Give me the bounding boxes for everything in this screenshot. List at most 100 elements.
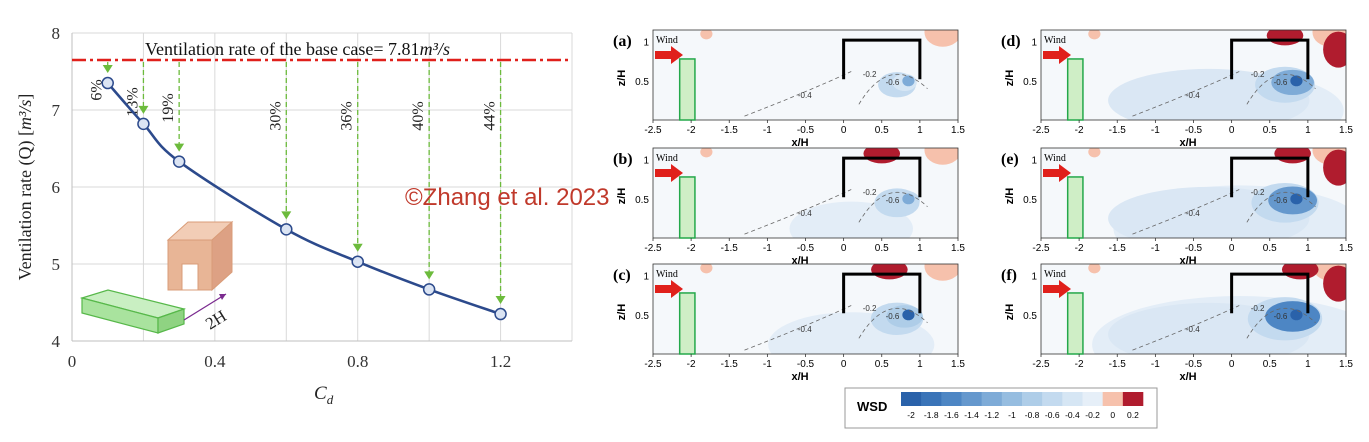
vortex-center <box>1290 193 1303 205</box>
contour-label: -0.4 <box>798 91 812 100</box>
distance-arrow-head <box>219 294 226 300</box>
x-tick-label: 0.5 <box>1263 359 1277 370</box>
colorbar-tick-label: -2 <box>907 410 915 420</box>
contour-line <box>858 73 928 105</box>
x-tick-label: 0 <box>841 125 847 136</box>
panel-label: (b) <box>613 151 633 168</box>
strong-positive-zone <box>863 148 901 164</box>
colorbar-tick-label: 0 <box>1110 410 1115 420</box>
x-tick-label: 0 <box>1229 359 1235 370</box>
contour-label: -0.2 <box>1251 304 1265 313</box>
x-tick-label: 1.5 <box>1339 359 1353 370</box>
positive-zone-small <box>700 148 713 158</box>
building-outline <box>842 156 922 198</box>
positive-zone <box>924 148 958 165</box>
x-tick-label: -2.5 <box>644 125 662 136</box>
colorbar-tick-label: -0.6 <box>1045 410 1060 420</box>
strong-positive-zone-right <box>1323 31 1346 68</box>
panel-background <box>653 30 958 120</box>
x-tick-label: -1 <box>763 359 772 370</box>
colorbar-tick-label: -1 <box>1008 410 1016 420</box>
y-axis-label: Ventilation rate (Q) [m³/s] <box>15 94 36 281</box>
panel-field: -0.2 -0.4 -0.6 <box>1041 30 1346 120</box>
contour-label: -0.6 <box>886 196 900 205</box>
panel-label: (e) <box>1001 151 1019 168</box>
y-tick-label: 0.5 <box>1023 195 1037 206</box>
baseline-group: Ventilation rate of the base case= 7.81m… <box>72 39 572 62</box>
y-axis-label: z/H <box>1004 70 1016 87</box>
reduction-arrow-head <box>138 105 149 114</box>
wind-label: Wind <box>656 35 678 46</box>
panel-label: (f) <box>1001 267 1017 284</box>
contour-label: -0.4 <box>798 325 812 334</box>
x-tick-label: -0.5 <box>797 125 815 136</box>
watermark-text: ©Zhang et al. 2023 <box>405 184 610 211</box>
y-axis-label: z/H <box>616 70 628 87</box>
grid <box>72 32 573 342</box>
x-tick-label: 0.5 <box>1263 243 1277 254</box>
contour-line <box>858 307 928 339</box>
data-point <box>351 255 364 268</box>
positive-zone-small <box>700 30 713 40</box>
panel-label: (c) <box>613 267 631 284</box>
reduction-arrow-head <box>174 143 185 152</box>
building-outline <box>842 272 922 314</box>
y-axis-label-text: Ventilation rate (Q) [ <box>15 130 36 280</box>
building-outline <box>842 38 922 80</box>
contour-label: -0.6 <box>886 312 900 321</box>
wind-label: Wind <box>1044 269 1066 280</box>
strong-positive-zone <box>1266 30 1304 46</box>
colorbar-tick-label: -1.4 <box>964 410 979 420</box>
x-tick-label: 0.5 <box>875 243 889 254</box>
wind-label: Wind <box>1044 35 1066 46</box>
building-outline <box>1230 156 1310 198</box>
building-illustration: 2H <box>79 220 234 334</box>
x-tick-label: -1 <box>763 243 772 254</box>
panel-label: (a) <box>613 33 632 50</box>
contour-label: -0.2 <box>1251 70 1265 79</box>
x-tick-label: 0 <box>841 359 847 370</box>
vortex-center <box>1290 75 1303 87</box>
y-tick-label: 0.5 <box>1023 77 1037 88</box>
wind-label: Wind <box>656 269 678 280</box>
positive-zone-small <box>1088 30 1101 40</box>
contour-line <box>1246 73 1316 105</box>
wind-arrow-icon <box>1043 164 1071 182</box>
colorbar-swatch <box>941 392 962 406</box>
x-tick-label: 0.5 <box>875 125 889 136</box>
reduction-arrow-head <box>102 65 113 74</box>
x-tick-label: 0.5 <box>875 359 889 370</box>
y-tick-label: 1 <box>1031 156 1037 167</box>
colorbar-tick-label: -1.8 <box>924 410 939 420</box>
x-axis-label-sub: d <box>327 392 334 407</box>
panel-field: -0.2 -0.4 -0.6 <box>653 264 958 354</box>
x-tick-label: -0.5 <box>1185 243 1203 254</box>
contour-panel: -0.2 -0.4 -0.6 Wind (f) -2.5 -2 -1.5 -1 -0.5 0 0.5 1… <box>1001 263 1353 383</box>
distance-label: 2H <box>202 306 230 333</box>
colorbar-tick-label: -0.8 <box>1025 410 1040 420</box>
x-tick-label: -1.5 <box>721 243 739 254</box>
x-tick-label: 1.2 <box>490 352 511 371</box>
x-tick-label: -2 <box>687 359 696 370</box>
data-point <box>422 283 436 296</box>
x-tick-label: 0 <box>68 352 77 371</box>
colorbar-swatch <box>981 392 1003 406</box>
contour-panel: -0.2 -0.4 -0.6 Wind (a) -2.5 -2 -1.5 -1 -0.5 0 0.5 1… <box>613 29 965 149</box>
y-tick-label: 1 <box>1031 38 1037 49</box>
y-axis-label-unit: m³/s <box>15 100 35 130</box>
vortex-center <box>902 309 915 321</box>
distance-line <box>183 293 227 321</box>
x-tick-label: 1.5 <box>1339 125 1353 136</box>
x-tick-label: 1.5 <box>951 125 965 136</box>
x-tick-label: -2 <box>1075 125 1084 136</box>
x-tick-label: 0.4 <box>204 352 226 371</box>
contour-label: -0.2 <box>863 188 877 197</box>
positive-zone <box>924 264 958 281</box>
y-tick-label: 1 <box>1031 272 1037 283</box>
reduction-label: 19% <box>160 93 177 122</box>
reduction-arrow-head <box>495 296 506 305</box>
contour-panel: -0.2 -0.4 -0.6 Wind (c) -2.5 -2 -1.5 -1 -0.5 0 0.5 1… <box>613 263 965 383</box>
strong-positive-zone <box>1274 148 1311 164</box>
y-tick-label: 0.5 <box>635 195 649 206</box>
